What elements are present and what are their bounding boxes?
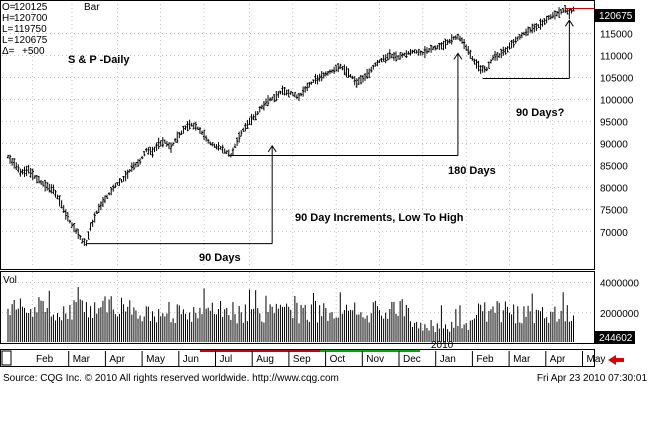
ohlc-change-label: Δ= [2,46,15,57]
y-tick-label-6: 100000 [600,96,634,107]
y-axis-labels: 70000 75000 80000 85000 90000 95000 100000 1050… [600,30,634,239]
month-label-feb-0: Feb [36,354,54,365]
month-label-aug-6: Aug [256,354,274,365]
ohlc-change-value: +500 [22,46,45,57]
annotation-90-days-1: 90 Days [199,252,241,264]
volume-axis-labels: 2000000 4000000 [600,279,639,320]
increment-1-arrow-icon [267,144,277,153]
x-axis-labels: Feb Mar Apr May Jun Jul Aug Sep Oct Nov Dec Jan Feb M… [36,354,605,365]
annotation-lines [86,8,594,245]
annotation-180-days: 180 Days [448,165,496,177]
ohlc-last-label: L= [2,35,14,46]
y-tick-label-0: 70000 [600,228,628,239]
last-volume-flag [595,331,635,344]
scroll-left-arrow-icon[interactable] [608,355,624,365]
y-tick-label-4: 90000 [600,140,628,151]
month-label-jul-5: Jul [220,354,233,365]
chart-style-label: Bar [84,2,100,13]
y-tick-label-5: 95000 [600,118,628,129]
month-label-mar-1: Mar [73,354,91,365]
last-volume-label: 244602 [599,333,633,344]
annotation-90-days-2: 90 Days? [516,107,565,119]
volume-title: Vol [3,275,17,286]
timeline-bar[interactable] [0,349,595,367]
month-label-apr-14: Apr [550,354,566,365]
month-label-jun-4: Jun [183,354,199,365]
y-tick-label-9: 115000 [600,30,633,41]
month-label-may-3: May [146,354,165,365]
y-tick-label-2: 80000 [600,184,628,195]
last-price-flag [595,9,635,22]
annotation-increments: 90 Day Increments, Low To High [295,212,464,224]
month-label-mar-13: Mar [513,354,531,365]
ohlc-low-label: L= [2,24,14,35]
footer-timestamp: Fri Apr 23 2010 07:30:01 [537,373,648,384]
grid-lines [2,4,594,343]
ohlc-high-value: 120700 [14,13,48,24]
increment-3-arrow-icon [564,19,574,27]
timeline-scroll-handle[interactable] [1,350,12,366]
last-price-label: 120675 [599,11,633,22]
month-label-jan-11: Jan [440,354,456,365]
month-label-dec-10: Dec [403,354,421,365]
month-label-may-15: May [587,354,606,365]
volume-tick-label-0: 2000000 [600,309,639,320]
month-label-feb-12: Feb [476,354,494,365]
ohlc-open-label: O= [2,2,16,13]
increment-2-arrow-icon [453,52,463,60]
ohlc-high-label: H= [2,13,15,24]
y-tick-label-8: 110000 [600,52,633,63]
month-label-oct-8: Oct [330,354,346,365]
timeline-segments [68,350,583,366]
chart-title: S & P -Daily [68,54,130,66]
volume-tick-label-1: 4000000 [600,279,639,290]
month-label-nov-9: Nov [366,354,384,365]
year-label: 2010 [431,340,454,351]
volume-bars [7,286,574,342]
ohlc-low-value: 119750 [14,24,47,35]
y-tick-label-1: 75000 [600,206,628,217]
price-panel [0,0,595,270]
y-tick-label-7: 105000 [600,74,634,85]
footer-source: Source: CQG Inc. © 2010 All rights reser… [3,373,339,384]
ohlc-last-value: 120675 [14,35,48,46]
month-label-apr-2: Apr [109,354,125,365]
month-label-sep-7: Sep [293,354,311,365]
y-tick-label-3: 85000 [600,162,628,173]
ohlc-legend: O= 120125 Bar H= 120700 L= 119750 L= 120… [2,2,100,57]
price-bars [6,5,575,246]
ohlc-open-value: 120125 [14,2,48,13]
